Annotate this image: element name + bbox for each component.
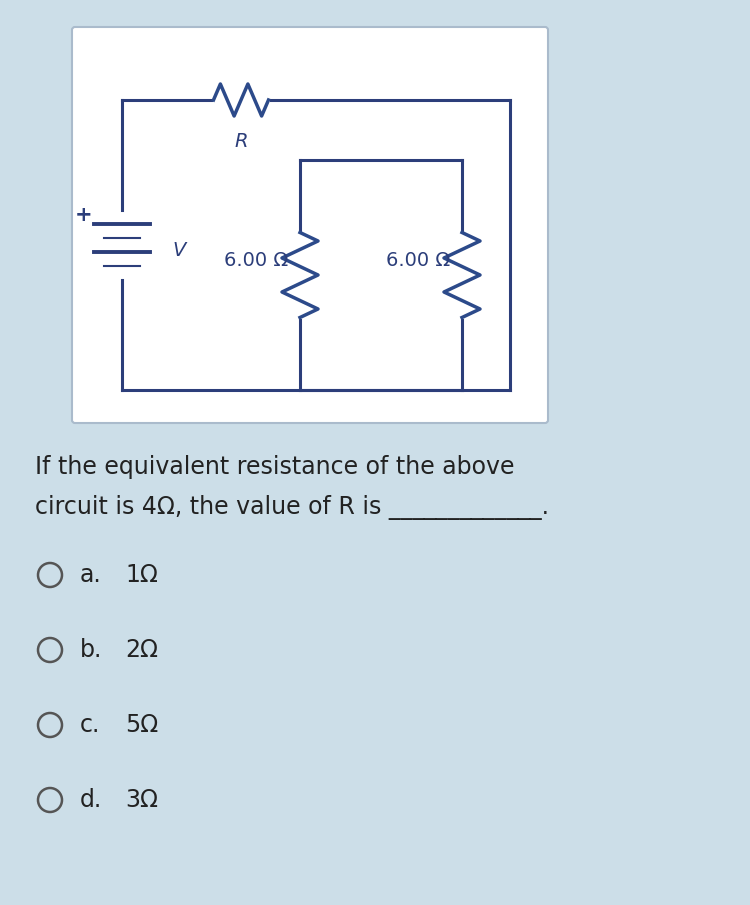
Text: 6.00 Ω: 6.00 Ω <box>224 251 288 270</box>
Text: 6.00 Ω: 6.00 Ω <box>386 251 450 270</box>
Text: circuit is 4Ω, the value of R is _____________.: circuit is 4Ω, the value of R is _______… <box>35 495 549 520</box>
Text: 2Ω: 2Ω <box>125 638 158 662</box>
Text: 1Ω: 1Ω <box>125 563 158 587</box>
Text: 5Ω: 5Ω <box>125 713 158 737</box>
Text: d.: d. <box>80 788 102 812</box>
Text: 3Ω: 3Ω <box>125 788 158 812</box>
Text: +: + <box>75 205 93 225</box>
Text: c.: c. <box>80 713 100 737</box>
FancyBboxPatch shape <box>72 27 548 423</box>
Text: b.: b. <box>80 638 102 662</box>
Text: a.: a. <box>80 563 102 587</box>
Text: V: V <box>172 241 185 260</box>
Text: R: R <box>234 132 248 151</box>
Text: If the equivalent resistance of the above: If the equivalent resistance of the abov… <box>35 455 514 479</box>
